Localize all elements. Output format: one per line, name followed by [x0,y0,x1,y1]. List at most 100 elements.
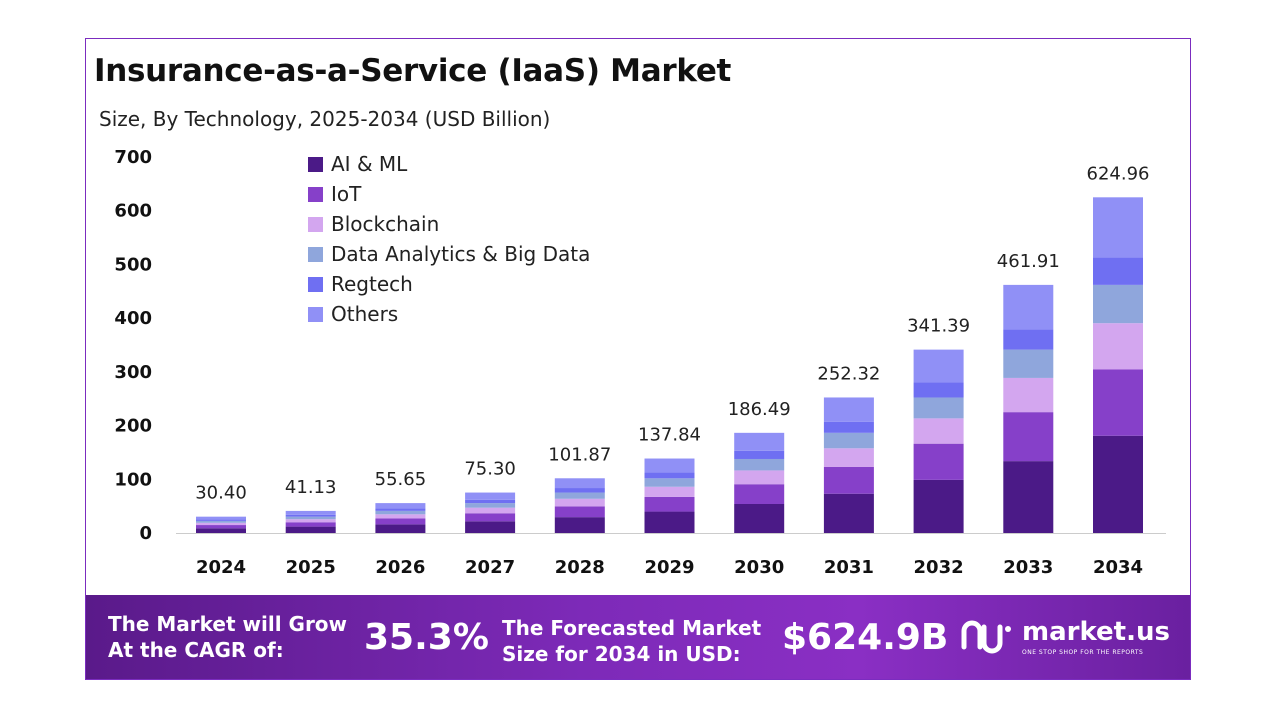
bar-segment [823,432,874,449]
bar-segment [734,432,785,451]
x-tick-label: 2027 [465,557,515,578]
forecast-value: $624.9B [782,617,949,658]
x-tick-label: 2025 [286,557,336,578]
forecast-caption-line1: The Forecasted Market [502,616,762,640]
bar-segment [913,397,964,419]
legend-swatch [308,277,323,292]
bar-total-label: 75.30 [464,459,516,480]
bar-segment [734,450,785,459]
x-tick-label: 2029 [644,557,694,578]
bar-total-label: 101.87 [548,444,611,465]
bar-segment [734,458,785,471]
x-tick-label: 2034 [1093,557,1143,578]
bar-total-label: 30.40 [195,483,247,504]
x-tick-label: 2028 [555,557,605,578]
bar-segment [644,486,695,497]
bar-segment [465,521,516,533]
bar-segment [1003,377,1054,413]
summary-banner: The Market will Grow At the CAGR of: 35.… [86,595,1190,679]
bar-total-label: 461.91 [997,251,1060,272]
bar-segment [913,479,964,533]
bar-segment [375,524,426,533]
bar-segment [375,514,426,519]
y-tick-label: 0 [139,523,152,544]
bar-segment [465,499,516,504]
bar-segment [465,503,516,508]
bar-segment [823,448,874,467]
bar-segment [644,478,695,487]
y-tick-label: 300 [114,362,152,383]
bar-segment [734,484,785,504]
cagr-caption-line1: The Market will Grow [108,612,348,636]
bar-segment [644,458,695,473]
bar-total-label: 341.39 [907,316,970,337]
bar-segment [196,520,246,523]
bar-segment [285,510,336,515]
bar-segment [1093,369,1143,436]
bar-segment [285,526,336,533]
logo-tagline: ONE STOP SHOP FOR THE REPORTS [1022,649,1144,656]
bar-segment [644,496,695,512]
bar-segment [196,516,246,520]
legend-label: Others [331,302,398,326]
bar-total-label: 137.84 [638,425,701,446]
bar-segment [375,518,426,525]
x-tick-label: 2031 [824,557,874,578]
legend-label: AI & ML [331,152,408,176]
bar-segment [1093,257,1143,285]
bar-segment [196,525,246,529]
bar-total-label: 624.96 [1087,163,1150,184]
legend-label: Data Analytics & Big Data [331,242,590,266]
bar-total-label: 41.13 [285,477,337,498]
bar-segment [554,517,605,533]
bar-segment [375,503,426,509]
cagr-caption-line2: At the CAGR of: [108,638,284,662]
bar-segment [823,466,874,494]
legend-label: IoT [331,182,362,206]
market-us-logo-icon [961,620,1011,654]
bar-segment [823,397,874,422]
bar-segment [196,522,246,526]
y-tick-label: 200 [114,416,152,437]
bar-segment [196,528,246,533]
bar-segment [913,418,964,444]
bar-segment [554,478,605,489]
bar-segment [554,488,605,493]
logo-name: market.us [1022,617,1170,647]
forecast-caption-line2: Size for 2034 in USD: [502,642,741,666]
bar-segment [644,472,695,479]
legend-swatch [308,157,323,172]
legend-label: Regtech [331,272,413,296]
legend-swatch [308,307,323,322]
bar-segment [285,516,336,520]
bar-total-label: 252.32 [817,363,880,384]
bar-segment [734,470,785,485]
bar-segment [375,508,426,511]
bar-segment [554,506,605,518]
forecast-caption: The Forecasted Market Size for 2034 in U… [502,615,761,667]
bar-segment [1093,323,1143,370]
bar-segment [1003,284,1054,330]
bar-segment [1003,349,1054,378]
bar-segment [285,522,336,527]
bar-segment [823,493,874,533]
bar-segment [465,507,516,514]
bar-segment [734,503,785,533]
chart-subtitle: Size, By Technology, 2025-2034 (USD Bill… [99,107,551,131]
bar-segment [913,443,964,480]
bar-segment [465,492,516,500]
bar-segment [1003,329,1054,350]
y-tick-label: 700 [114,147,152,168]
bar-segment [823,421,874,433]
x-tick-label: 2032 [914,557,964,578]
bar-segment [1093,284,1143,324]
y-tick-label: 500 [114,254,152,275]
x-tick-label: 2030 [734,557,784,578]
chart-card: Insurance-as-a-Service (IaaS) Market Siz… [85,38,1191,680]
stacked-bar-chart: 0 100 200 300 400 500 600 700 30.40 2024 41.13 2025… [114,147,1166,578]
bar-segment [554,498,605,507]
legend-swatch [308,187,323,202]
bar-segment [554,492,605,499]
bar-segment [1003,461,1054,533]
bar-segment [1093,435,1143,533]
